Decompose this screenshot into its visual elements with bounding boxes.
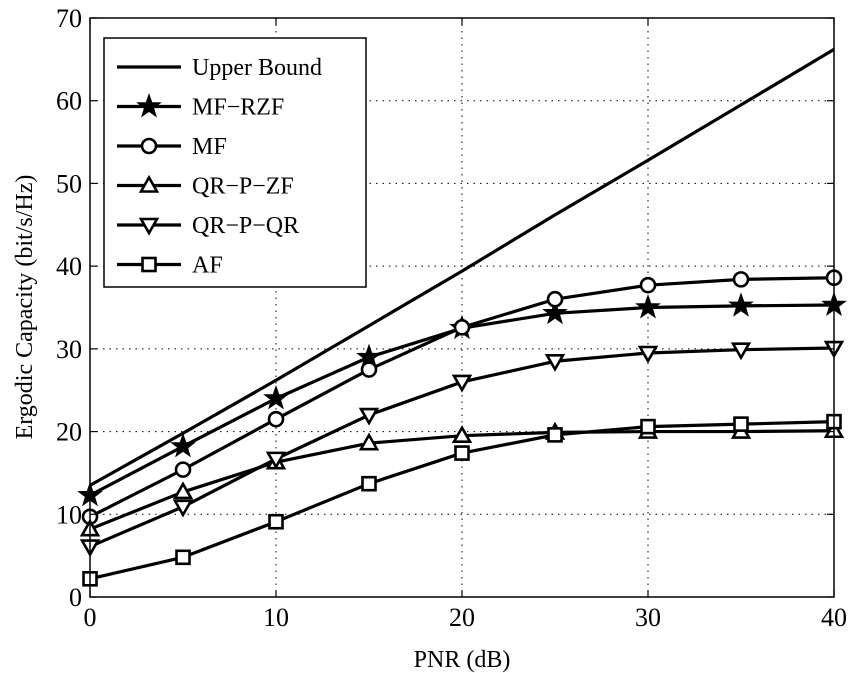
data-point — [639, 276, 657, 294]
data-point — [358, 432, 380, 451]
legend: Upper Bound MF−RZF MF QR−P−ZF QR−P−QR AF — [103, 37, 367, 288]
data-point — [263, 384, 289, 410]
data-point — [175, 549, 191, 566]
series-5 — [82, 413, 842, 587]
y-tick-label: 50 — [56, 169, 82, 198]
data-point — [637, 345, 659, 364]
data-point — [730, 342, 752, 361]
data-point — [728, 292, 754, 317]
legend-marker — [138, 217, 160, 236]
series-line — [89, 48, 835, 487]
data-point — [547, 427, 563, 443]
legend-label: Upper Bound — [192, 55, 322, 81]
series-2 — [81, 269, 843, 526]
data-point — [170, 432, 196, 458]
legend-label: AF — [192, 253, 223, 279]
data-point — [267, 410, 285, 428]
legend-label: QR−P−QR — [192, 213, 299, 239]
legend-item: AF — [117, 253, 223, 279]
legend-item: MF — [117, 134, 227, 160]
legend-box — [103, 37, 367, 288]
x-axis-label: PNR (dB) — [414, 647, 511, 673]
data-point — [544, 353, 566, 372]
data-point — [174, 461, 192, 478]
x-tick-label: 20 — [449, 603, 475, 632]
y-tick-label: 40 — [56, 252, 82, 281]
x-tick-label: 30 — [635, 603, 661, 632]
ticks: 0 10 20 30 40 0 10 20 30 40 50 60 70 — [56, 4, 847, 632]
legend-marker — [140, 137, 158, 155]
data-point — [265, 451, 287, 470]
data-point — [172, 481, 194, 500]
legend-item: Upper Bound — [117, 55, 322, 81]
y-tick-label: 60 — [56, 87, 82, 116]
data-point — [635, 293, 661, 319]
data-point — [451, 374, 473, 393]
data-point — [360, 361, 378, 378]
data-point — [451, 425, 473, 444]
data-point — [361, 475, 377, 492]
data-point — [733, 416, 749, 432]
data-point — [542, 299, 568, 325]
y-tick-label: 0 — [69, 583, 82, 612]
legend-item: QR−P−ZF — [117, 174, 294, 200]
y-tick-label: 70 — [56, 4, 82, 33]
legend-marker — [138, 174, 160, 193]
legend-marker — [136, 92, 162, 118]
series-0 — [89, 48, 835, 487]
y-tick-label: 10 — [56, 500, 82, 529]
data-point — [453, 319, 471, 336]
data-point — [268, 513, 284, 530]
x-tick-label: 40 — [821, 603, 847, 632]
data-point — [358, 407, 380, 426]
data-point — [172, 499, 194, 518]
y-tick-label: 20 — [56, 418, 82, 447]
legend-item: QR−P−QR — [117, 213, 299, 239]
data-point — [546, 290, 564, 308]
legend-label: MF — [192, 134, 227, 160]
legend-label: QR−P−ZF — [192, 174, 294, 200]
data-point — [454, 445, 470, 461]
data-point — [732, 271, 750, 288]
y-tick-label: 30 — [56, 335, 82, 364]
x-tick-label: 0 — [84, 603, 97, 632]
y-axis-label: Ergodic Capacity (bit/s/Hz) — [12, 175, 38, 440]
data-point — [640, 418, 656, 435]
legend-label: MF−RZF — [192, 95, 284, 121]
series-group — [77, 48, 847, 587]
x-tick-label: 10 — [263, 603, 289, 632]
legend-item: MF−RZF — [117, 92, 284, 121]
legend-marker — [141, 256, 157, 273]
